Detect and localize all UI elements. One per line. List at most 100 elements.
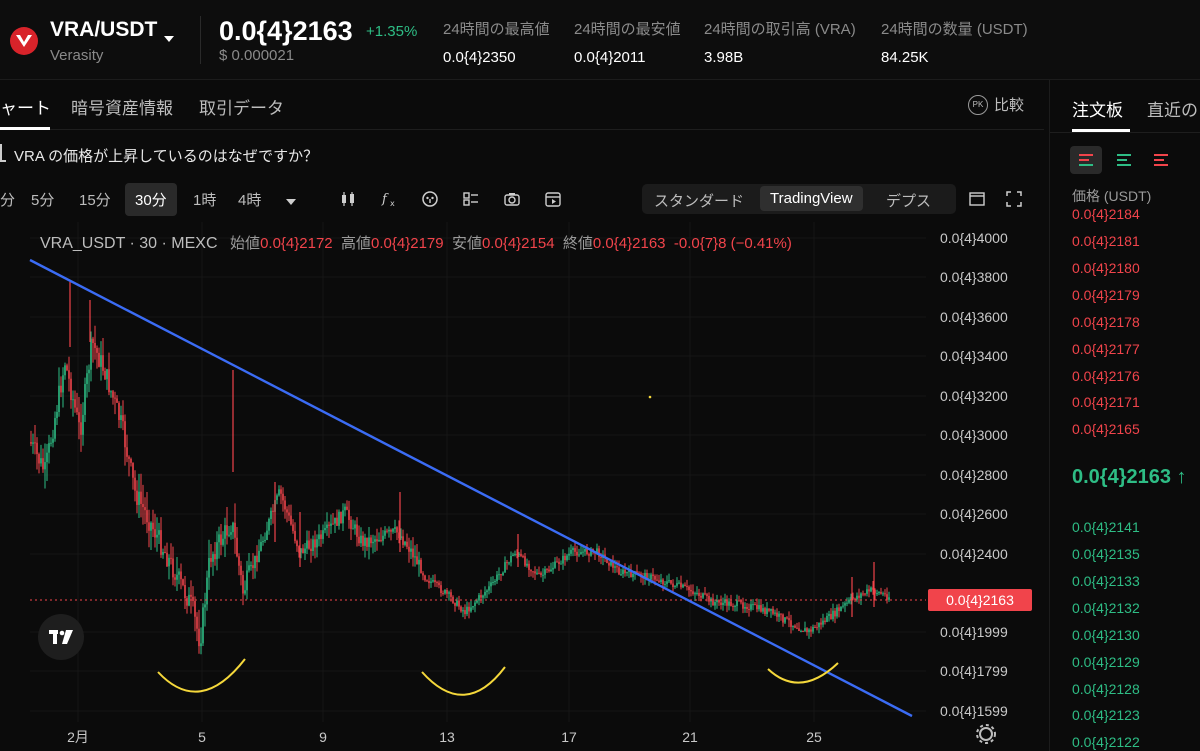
window-icon[interactable]	[968, 190, 986, 208]
stat-label: 24時間の取引高 (VRA)	[704, 21, 856, 38]
price-chart[interactable]: 0.0{4}4000 0.0{4}3800 0.0{4}3600 0.0{4}3400…	[0, 222, 1044, 751]
chart-canvas[interactable]: 0.0{4}4000 0.0{4}3800 0.0{4}3600 0.0{4}3400…	[0, 222, 1044, 751]
candle-body	[168, 557, 170, 567]
candle-body	[100, 355, 102, 367]
candle-body	[842, 605, 844, 607]
candle-body	[68, 370, 70, 379]
y-axis: 0.0{4}4000 0.0{4}3800 0.0{4}3600 0.0{4}3400…	[940, 230, 1008, 719]
bid-row[interactable]: 0.0{4}2130	[1072, 627, 1140, 643]
ask-row[interactable]: 0.0{4}2176	[1072, 368, 1140, 384]
camera-icon[interactable]	[503, 190, 521, 208]
last-price-tag-label: 0.0{4}2163	[946, 592, 1014, 608]
candle-body	[512, 554, 514, 556]
bid-row[interactable]: 0.0{4}2132	[1072, 600, 1140, 616]
tab-asset-info[interactable]: 暗号資産情報	[71, 99, 173, 118]
candle-body	[258, 550, 260, 563]
orderbook-mode-bids-icon[interactable]	[1108, 146, 1140, 174]
chevron-down-icon[interactable]	[282, 193, 300, 211]
tab-order-book[interactable]: 注文板	[1072, 101, 1123, 120]
candle-body	[414, 556, 416, 558]
ask-row[interactable]: 0.0{4}2177	[1072, 341, 1140, 357]
candle-body	[116, 398, 118, 403]
stat-24h-low: 24時間の最安値 0.0{4}2011	[574, 18, 681, 66]
timeframe-15m[interactable]: 15分	[79, 192, 111, 209]
candle-body	[884, 593, 886, 595]
bid-row[interactable]: 0.0{4}2133	[1072, 573, 1140, 589]
candle-body	[350, 519, 352, 529]
orderbook-mode-both-icon[interactable]	[1070, 146, 1102, 174]
fullscreen-icon[interactable]	[1005, 190, 1023, 208]
candle-body	[714, 602, 716, 606]
close-value: 0.0{4}2163	[592, 235, 666, 252]
candle-body	[498, 574, 500, 576]
timeframe-4h[interactable]: 4時	[238, 192, 262, 209]
candle-body	[124, 421, 126, 448]
template-icon[interactable]	[421, 190, 439, 208]
tradingview-logo-icon[interactable]	[38, 614, 84, 660]
bid-row[interactable]: 0.0{4}2135	[1072, 546, 1140, 562]
compare-button[interactable]: PK 比較	[968, 94, 1024, 115]
timeframe-30m[interactable]: 30分	[125, 183, 177, 216]
ask-row[interactable]: 0.0{4}2178	[1072, 314, 1140, 330]
candle-body	[234, 522, 236, 538]
ask-row[interactable]: 0.0{4}2184	[1072, 206, 1140, 222]
layout-icon[interactable]	[462, 190, 480, 208]
candle-body	[616, 566, 618, 568]
ask-row[interactable]: 0.0{4}2179	[1072, 287, 1140, 303]
candle-body	[656, 579, 658, 581]
candle-body	[788, 618, 790, 621]
view-standard[interactable]: スタンダード	[654, 193, 745, 210]
candle-body	[380, 539, 382, 541]
tab-trading-data[interactable]: 取引データ	[199, 99, 284, 118]
tab-recent-trades[interactable]: 直近の	[1147, 101, 1198, 120]
orderbook-mode-asks-icon[interactable]	[1145, 146, 1177, 174]
candle-body	[858, 595, 860, 598]
candle-body	[326, 524, 328, 529]
tab-chart[interactable]: ャート	[0, 99, 51, 118]
bid-row[interactable]: 0.0{4}2128	[1072, 681, 1140, 697]
view-depth[interactable]: デプス	[886, 193, 932, 210]
candle-body	[366, 537, 368, 547]
candle-body	[210, 558, 212, 562]
candle-body	[76, 407, 78, 413]
ai-question-link[interactable]: VRA の価格が上昇しているのはなぜですか？	[14, 148, 319, 165]
pair-selector[interactable]: VRA/USDT	[50, 18, 158, 41]
candle-body	[750, 604, 752, 610]
pair-dropdown-icon[interactable]	[164, 36, 174, 42]
candle-body	[780, 613, 782, 615]
candle-body	[268, 518, 270, 531]
candle-body	[344, 506, 346, 511]
candle-body	[158, 530, 160, 535]
ask-row[interactable]: 0.0{4}2165	[1072, 421, 1140, 437]
ask-row[interactable]: 0.0{4}2171	[1072, 394, 1140, 410]
bid-row[interactable]: 0.0{4}2129	[1072, 654, 1140, 670]
candle-body	[688, 586, 690, 591]
candle-body	[46, 452, 48, 463]
candle-body	[638, 572, 640, 574]
candle-body	[470, 607, 472, 612]
descending-trendline	[29, 258, 913, 718]
timeframe-5m[interactable]: 5分	[31, 192, 55, 209]
bid-row[interactable]: 0.0{4}2123	[1072, 707, 1140, 723]
ask-row[interactable]: 0.0{4}2181	[1072, 233, 1140, 249]
bid-row[interactable]: 0.0{4}2122	[1072, 734, 1140, 750]
candle-body	[118, 402, 120, 421]
bid-row[interactable]: 0.0{4}2141	[1072, 519, 1140, 535]
candle-body	[766, 608, 768, 614]
candle-body	[584, 548, 586, 552]
timeframe-1h[interactable]: 1時	[193, 192, 217, 209]
replay-icon[interactable]	[544, 190, 562, 208]
view-tradingview[interactable]: TradingView	[760, 186, 863, 211]
candle-body	[848, 599, 850, 603]
candle-body	[742, 602, 744, 609]
candle-body	[538, 572, 540, 574]
candle-body	[816, 627, 818, 629]
ask-row[interactable]: 0.0{4}2180	[1072, 260, 1140, 276]
timeframe-1m[interactable]: 分	[0, 192, 16, 209]
price-column-header: 価格 (USDT)	[1072, 188, 1152, 204]
settings-gear-icon	[976, 724, 996, 744]
candle-body	[576, 551, 578, 556]
candle-body	[460, 606, 462, 612]
candlestick-icon[interactable]	[339, 190, 357, 208]
